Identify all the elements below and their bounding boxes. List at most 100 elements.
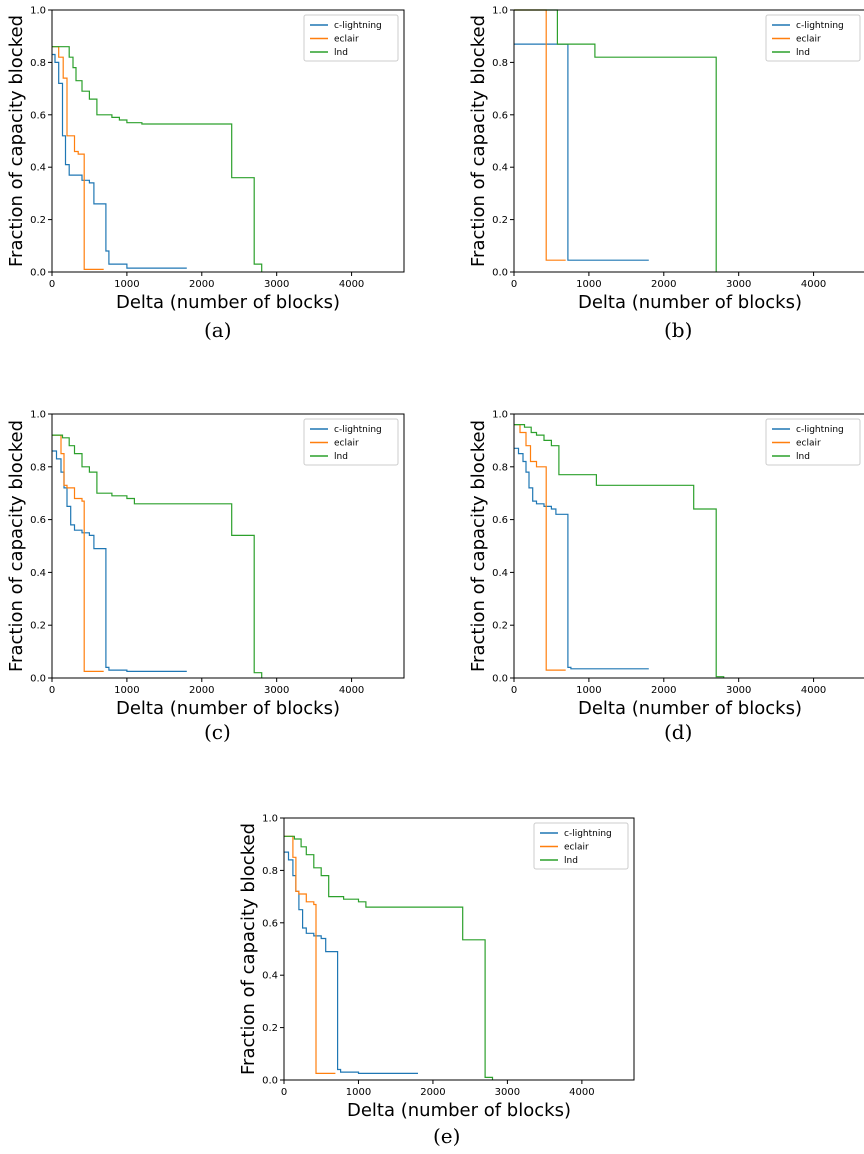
y-tick-label: 1.0 bbox=[30, 6, 46, 17]
y-tick-label: 0.2 bbox=[30, 215, 46, 226]
chart-svg: 0 1000 2000 3000 4000 0.0 0.2 0.4 0.6 0.8 1.0 Delta… bbox=[6, 410, 405, 719]
x-tick-label: 4000 bbox=[339, 685, 364, 696]
series-line-eclair bbox=[514, 424, 566, 671]
chart-panel-b: 0 1000 2000 3000 4000 0.0 0.2 0.4 0.6 0.8 1.0 Delta… bbox=[462, 0, 864, 313]
x-tick-label: 1000 bbox=[346, 1087, 371, 1098]
y-tick-label: 0.0 bbox=[30, 674, 46, 685]
y-tick-label: 0.2 bbox=[30, 621, 46, 632]
y-tick-label: 0.8 bbox=[30, 58, 46, 69]
series-line-lnd bbox=[52, 434, 263, 678]
x-tick-label: 2000 bbox=[420, 1087, 445, 1098]
legend-box bbox=[303, 14, 399, 62]
y-tick-label: 0.4 bbox=[30, 163, 46, 174]
y-axis-label: Fraction of capacity blocked bbox=[6, 15, 27, 267]
legend-label-c-lightning: c-lightning bbox=[796, 425, 844, 435]
x-tick-label: 3000 bbox=[726, 279, 751, 290]
x-tick-label: 1000 bbox=[576, 279, 601, 290]
y-tick-label: 0.4 bbox=[262, 971, 278, 982]
caption-c: (c) bbox=[204, 720, 231, 744]
series-line-eclair bbox=[52, 46, 104, 270]
y-axis-label: Fraction of capacity blocked bbox=[468, 15, 489, 267]
x-tick-label: 0 bbox=[281, 1087, 287, 1098]
chart-svg: 0 1000 2000 3000 4000 0.0 0.2 0.4 0.6 0.8 1.0 Delta… bbox=[468, 410, 864, 719]
series-group bbox=[514, 424, 725, 678]
y-axis-label: Fraction of capacity blocked bbox=[238, 823, 259, 1075]
x-axis-label: Delta (number of blocks) bbox=[347, 1100, 571, 1121]
y-axis-label: Fraction of capacity blocked bbox=[468, 420, 489, 672]
y-tick-label: 0.8 bbox=[30, 462, 46, 473]
x-axis-label: Delta (number of blocks) bbox=[116, 292, 340, 313]
axes-frame bbox=[283, 817, 635, 1081]
y-tick-label: 0.6 bbox=[30, 515, 46, 526]
y-tick-label: 0.4 bbox=[492, 568, 508, 579]
series-line-eclair bbox=[52, 434, 104, 672]
legend-label-c-lightning: c-lightning bbox=[796, 21, 844, 31]
y-tick-label: 0.4 bbox=[30, 568, 46, 579]
legend-box bbox=[303, 418, 399, 466]
x-tick-label: 2000 bbox=[189, 685, 214, 696]
series-line-lnd bbox=[514, 9, 717, 272]
legend-label-lnd: lnd bbox=[796, 452, 810, 462]
series-line-lnd bbox=[284, 835, 494, 1080]
axes-frame bbox=[51, 413, 405, 679]
x-axis-label: Delta (number of blocks) bbox=[578, 698, 802, 719]
x-tick-label: 3000 bbox=[264, 279, 289, 290]
series-line-eclair bbox=[514, 9, 566, 261]
x-tick-label: 3000 bbox=[264, 685, 289, 696]
y-tick-label: 1.0 bbox=[30, 410, 46, 421]
legend-label-eclair: eclair bbox=[564, 843, 589, 853]
x-tick-label: 4000 bbox=[801, 685, 826, 696]
y-tick-label: 0.6 bbox=[492, 515, 508, 526]
chart-panel-a: 0 1000 2000 3000 4000 0.0 0.2 0.4 0.6 0.8 1.0 Delta… bbox=[0, 0, 420, 313]
series-line-c-lightning bbox=[52, 450, 187, 672]
series-line-c-lightning bbox=[52, 53, 187, 269]
series-group bbox=[514, 9, 717, 272]
y-tick-label: 0.2 bbox=[492, 621, 508, 632]
axes-frame bbox=[51, 9, 405, 273]
series-group bbox=[284, 835, 494, 1080]
x-tick-label: 1000 bbox=[114, 685, 139, 696]
x-tick-label: 0 bbox=[49, 279, 55, 290]
y-tick-label: 0.6 bbox=[30, 110, 46, 121]
chart-panel-d: 0 1000 2000 3000 4000 0.0 0.2 0.4 0.6 0.8 1.0 Delta… bbox=[462, 402, 864, 719]
y-tick-label: 0.8 bbox=[492, 462, 508, 473]
y-tick-label: 0.8 bbox=[262, 866, 278, 877]
legend-label-lnd: lnd bbox=[564, 856, 578, 866]
x-tick-label: 2000 bbox=[189, 279, 214, 290]
x-axis-label: Delta (number of blocks) bbox=[116, 698, 340, 719]
series-line-c-lightning bbox=[514, 447, 649, 670]
chart-svg: 0 1000 2000 3000 4000 0.0 0.2 0.4 0.6 0.8 1.0 Delta… bbox=[6, 6, 405, 313]
y-tick-label: 0.0 bbox=[30, 268, 46, 279]
y-tick-label: 0.4 bbox=[492, 163, 508, 174]
chart-panel-c: 0 1000 2000 3000 4000 0.0 0.2 0.4 0.6 0.8 1.0 Delta… bbox=[0, 402, 420, 719]
y-tick-label: 1.0 bbox=[492, 410, 508, 421]
legend-label-lnd: lnd bbox=[334, 452, 348, 462]
y-tick-label: 0.8 bbox=[492, 58, 508, 69]
y-tick-label: 1.0 bbox=[262, 814, 278, 825]
y-tick-label: 1.0 bbox=[492, 6, 508, 17]
legend-label-c-lightning: c-lightning bbox=[334, 425, 382, 435]
y-axis-label: Fraction of capacity blocked bbox=[6, 420, 27, 672]
series-line-eclair bbox=[284, 835, 336, 1074]
legend-label-lnd: lnd bbox=[334, 48, 348, 58]
x-tick-label: 4000 bbox=[339, 279, 364, 290]
y-tick-label: 0.2 bbox=[492, 215, 508, 226]
x-tick-label: 4000 bbox=[801, 279, 826, 290]
series-line-lnd bbox=[52, 46, 263, 272]
legend-label-c-lightning: c-lightning bbox=[564, 829, 612, 839]
caption-d: (d) bbox=[664, 720, 693, 744]
series-line-c-lightning bbox=[514, 43, 649, 261]
y-tick-label: 0.6 bbox=[492, 110, 508, 121]
y-tick-label: 0.0 bbox=[492, 268, 508, 279]
caption-b: (b) bbox=[664, 318, 693, 342]
x-tick-label: 3000 bbox=[726, 685, 751, 696]
x-tick-label: 0 bbox=[511, 279, 517, 290]
caption-e: (e) bbox=[433, 1124, 461, 1148]
series-line-lnd bbox=[514, 424, 725, 678]
x-tick-label: 2000 bbox=[651, 685, 676, 696]
legend-label-lnd: lnd bbox=[796, 48, 810, 58]
legend-box bbox=[765, 14, 861, 62]
chart-panel-e: 0 1000 2000 3000 4000 0.0 0.2 0.4 0.6 0.8 1.0 Delta… bbox=[232, 806, 652, 1121]
y-tick-label: 0.0 bbox=[492, 674, 508, 685]
